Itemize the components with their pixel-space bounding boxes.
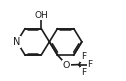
Text: F: F bbox=[81, 68, 86, 77]
Text: F: F bbox=[87, 60, 92, 69]
Text: OH: OH bbox=[34, 11, 48, 20]
Text: F: F bbox=[81, 52, 86, 61]
Text: O: O bbox=[63, 61, 70, 69]
Text: N: N bbox=[13, 37, 21, 47]
